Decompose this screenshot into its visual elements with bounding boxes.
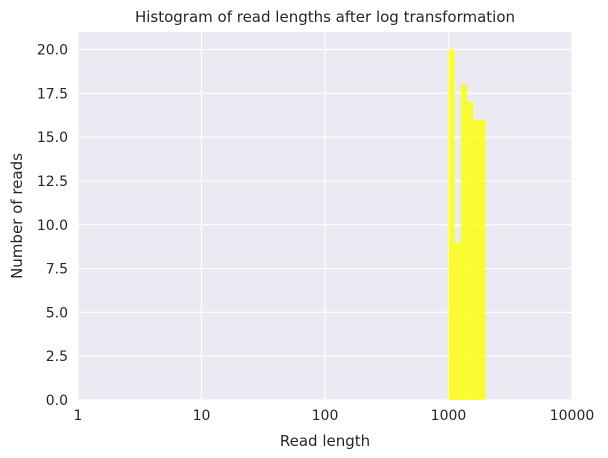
x-tick-label: 10 xyxy=(193,408,211,424)
histogram-bars xyxy=(448,49,486,401)
x-axis-ticks: 1 10 100 1000 10000 xyxy=(74,408,595,424)
y-tick-label: 2.5 xyxy=(46,349,68,365)
y-tick-label: 5.0 xyxy=(46,305,68,321)
y-axis-ticks: 0.0 2.5 5.0 7.5 10.0 12.5 15.0 17.5 20.0 xyxy=(37,43,68,409)
y-tick-label: 20.0 xyxy=(37,43,68,59)
histogram-bar xyxy=(454,242,461,400)
x-tick-label: 1000 xyxy=(431,408,467,424)
y-tick-label: 17.5 xyxy=(37,86,68,102)
y-tick-label: 12.5 xyxy=(37,174,68,190)
x-tick-label: 1 xyxy=(74,408,83,424)
x-tick-label: 100 xyxy=(312,408,339,424)
y-tick-label: 10.0 xyxy=(37,218,68,234)
chart-title: Histogram of read lengths after log tran… xyxy=(135,8,515,26)
histogram-bar xyxy=(467,102,474,400)
y-tick-label: 15.0 xyxy=(37,130,68,146)
histogram-bar xyxy=(473,119,480,400)
x-tick-label: 10000 xyxy=(550,408,595,424)
histogram-bar xyxy=(479,119,486,400)
y-axis-label: Number of reads xyxy=(8,153,26,279)
y-tick-label: 0.0 xyxy=(46,393,68,409)
x-axis-label: Read length xyxy=(280,432,370,450)
histogram-bar xyxy=(448,49,455,401)
grid-lines xyxy=(77,32,573,401)
histogram-bar xyxy=(460,84,468,401)
y-tick-label: 7.5 xyxy=(46,262,68,278)
